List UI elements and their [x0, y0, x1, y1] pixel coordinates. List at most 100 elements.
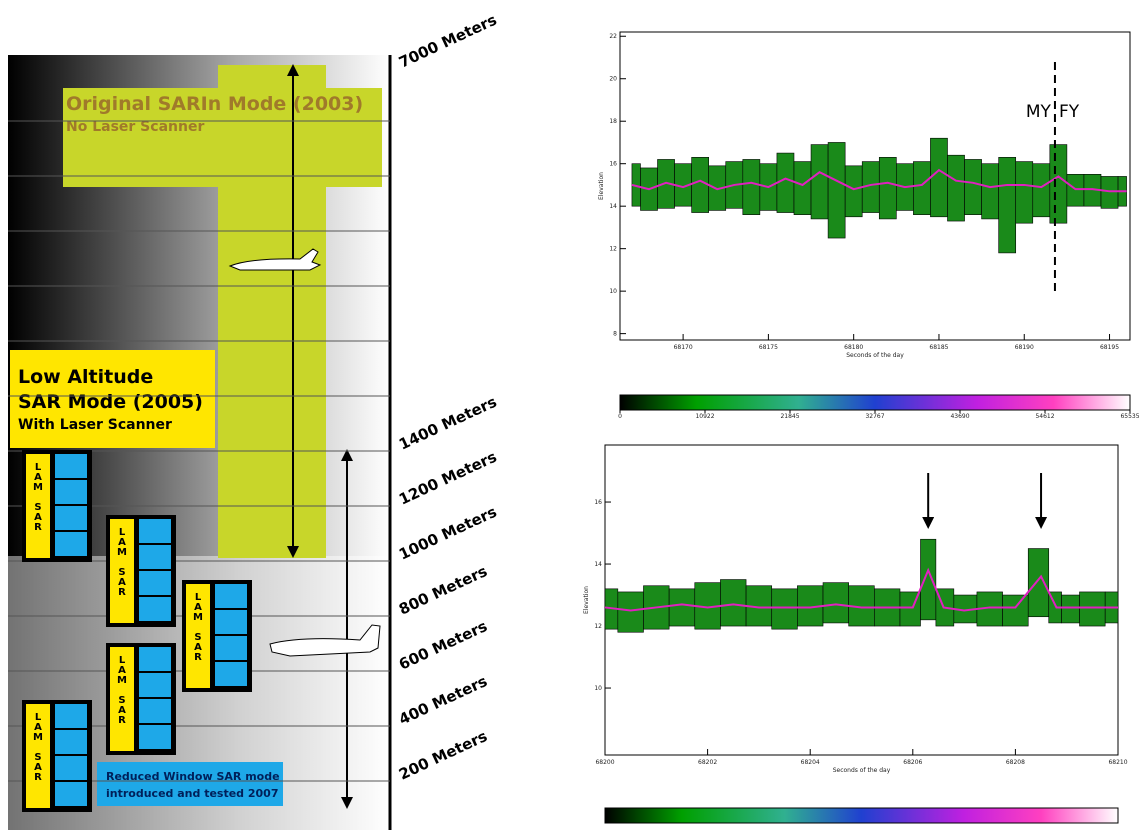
colorbar-tick-label: 43690 — [950, 413, 969, 420]
mode-subtitle: With Laser Scanner — [18, 417, 172, 433]
lam-sar-cell — [55, 730, 87, 754]
x-tick-label: 68200 — [595, 759, 614, 766]
y-axis-label: Elevation — [598, 172, 605, 200]
lam-sar-cell — [139, 597, 171, 621]
mode-title: Original SARIn Mode (2003) — [66, 93, 363, 115]
annotation: FY — [1059, 102, 1080, 122]
lam-sar-cell — [139, 519, 171, 543]
lam-sar-cell — [139, 571, 171, 595]
lam-sar-label-bg — [186, 584, 210, 688]
y-tick-label: 18 — [609, 118, 617, 125]
elevation-band — [1049, 144, 1068, 224]
x-axis-label: Seconds of the day — [833, 767, 891, 774]
elevation-band — [720, 579, 747, 627]
lam-sar-label: LAM SAR — [192, 592, 203, 662]
x-tick-label: 68170 — [674, 344, 693, 351]
elevation-chart: 68170 68175 68180 68185 68190 68195 8 10 12 14 16 1… — [598, 31, 1140, 420]
elevation-band — [964, 159, 982, 215]
elevation-band — [981, 163, 999, 220]
low-altitude-box — [10, 350, 215, 448]
y-tick-label: 12 — [609, 246, 617, 253]
lam-sar-cell — [139, 673, 171, 697]
altitude-label: 800 Meters — [396, 562, 490, 619]
lam-sar-cell — [215, 636, 247, 660]
lam-sar-label: LAM SAR — [116, 655, 127, 725]
note-text: introduced and tested 2007 — [106, 787, 279, 800]
elevation-band — [827, 142, 846, 239]
elevation-band — [1066, 174, 1085, 207]
altitude-label: 1400 Meters — [396, 393, 500, 454]
lam-sar-label-bg — [26, 704, 50, 808]
colorbar-tick-label: 54612 — [1035, 413, 1054, 420]
elevation-band — [947, 154, 965, 222]
x-tick-label: 68204 — [801, 759, 820, 766]
y-tick-label: 16 — [609, 161, 617, 168]
elevation-band — [742, 159, 761, 215]
altitude-label: 1200 Meters — [396, 448, 500, 509]
elevation-band — [930, 137, 948, 218]
x-tick-label: 68208 — [1006, 759, 1025, 766]
elevation-band — [810, 144, 829, 220]
lam-sar-cell — [55, 532, 87, 556]
elevation-band — [668, 588, 696, 627]
lam-sar-cell — [215, 584, 247, 608]
lam-sar-label-bg — [110, 519, 134, 623]
elevation-mode-line — [604, 567, 1118, 612]
colorbar-tick-label: 10922 — [695, 413, 714, 420]
lam-sar-cell — [139, 647, 171, 671]
elevation-band — [1015, 161, 1034, 224]
y-tick-label: 10 — [594, 685, 602, 692]
lam-sar-label-bg — [26, 454, 50, 558]
altitude-label: 7000 Meters — [396, 11, 500, 72]
lam-sar-label: LAM SAR — [32, 712, 43, 782]
elevation-band — [776, 152, 795, 213]
x-tick-label: 68185 — [929, 344, 948, 351]
y-tick-label: 8 — [613, 331, 617, 338]
aircraft — [228, 248, 381, 657]
lam-sar-cell — [139, 725, 171, 749]
elevation-band — [1061, 594, 1080, 624]
colorbar-tick-label: 0 — [618, 413, 622, 420]
elevation-band — [920, 538, 937, 621]
y-axis-label: Elevation — [583, 586, 590, 614]
note-box — [97, 762, 283, 806]
elevation-band — [617, 591, 644, 633]
lam-sar-cell — [55, 454, 87, 478]
lam-sar-cell — [55, 756, 87, 780]
y-tick-label: 12 — [594, 623, 602, 630]
y-tick-label: 16 — [594, 499, 602, 506]
elevation-band — [1002, 594, 1029, 627]
elevation-band — [1100, 176, 1119, 209]
elevation-band — [844, 165, 863, 218]
altitude-label: 200 Meters — [396, 727, 490, 784]
colorbar — [604, 807, 1119, 824]
lam-sar-label: LAM SAR — [116, 527, 127, 597]
mode-subtitle: No Laser Scanner — [66, 119, 204, 135]
x-tick-label: 68206 — [903, 759, 922, 766]
lam-sar-cell — [55, 704, 87, 728]
x-axis-label: Seconds of the day — [846, 352, 904, 359]
x-tick-label: 68195 — [1100, 344, 1119, 351]
y-tick-label: 14 — [594, 561, 602, 568]
elevation-band — [1032, 163, 1051, 218]
y-tick-label: 22 — [609, 33, 617, 40]
y-tick-label: 14 — [609, 203, 617, 210]
altitude-label: 1000 Meters — [396, 503, 500, 564]
elevation-band — [1027, 548, 1050, 618]
x-tick-label: 68202 — [698, 759, 717, 766]
lam-sar-cell — [55, 782, 87, 806]
colorbar-tick-label: 32767 — [865, 413, 884, 420]
x-tick-label: 68175 — [759, 344, 778, 351]
lam-sar-cell — [139, 699, 171, 723]
elevation-band — [771, 588, 798, 630]
elevation-band — [793, 161, 812, 215]
lam-sar-cell — [55, 506, 87, 530]
x-tick-label: 68210 — [1108, 759, 1127, 766]
y-tick-label: 10 — [609, 288, 617, 295]
elevation-chart: 68200 68202 68204 68206 68208 68210 10 12 14 16 Se… — [583, 444, 1128, 824]
annotation: MY — [1026, 102, 1052, 122]
altitude-diagram: Original SARIn Mode (2003) No Laser Scan… — [8, 11, 500, 830]
colorbar — [619, 394, 1131, 411]
note-text: Reduced Window SAR mode — [106, 770, 280, 783]
